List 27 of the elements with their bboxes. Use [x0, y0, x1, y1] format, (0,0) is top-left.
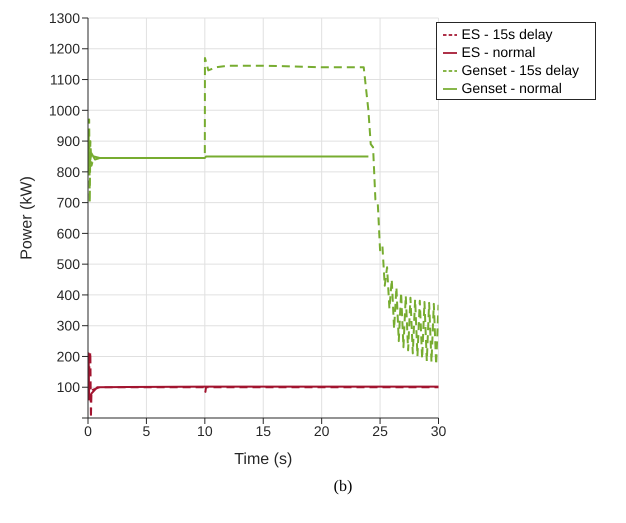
- legend-label: Genset - 15s delay: [461, 62, 579, 78]
- x-tick-label: 15: [255, 422, 272, 439]
- y-tick-label: 1100: [50, 72, 80, 88]
- legend-label: Genset - normal: [461, 80, 562, 96]
- x-tick-label: 25: [372, 422, 388, 439]
- y-tick-label: 500: [56, 256, 80, 272]
- y-tick-label: 700: [56, 194, 80, 211]
- y-tick-label: 300: [56, 318, 80, 334]
- x-tick-label: 0: [84, 422, 92, 439]
- y-axis-title: Power (kW): [18, 176, 36, 260]
- x-tick-label: 10: [197, 422, 213, 439]
- x-tick-label: 30: [430, 422, 446, 439]
- y-tick-label: 1300: [48, 10, 80, 26]
- y-tick-label: 200: [56, 348, 80, 364]
- x-tick-label: 5: [142, 422, 151, 439]
- y-tick-label: 900: [56, 133, 80, 150]
- x-axis-title: Time (s): [234, 451, 292, 468]
- legend-label: ES - normal: [461, 44, 536, 60]
- y-tick-label: 1000: [48, 102, 80, 118]
- x-tick-label: 20: [314, 422, 330, 439]
- text: (b): [332, 478, 354, 496]
- legend-label: ES - 15s delay: [461, 26, 553, 42]
- y-tick-label: 1200: [48, 40, 80, 57]
- y-tick-label: 400: [56, 286, 80, 303]
- y-tick-label: 100: [56, 379, 80, 396]
- y-tick-label: 600: [56, 225, 80, 242]
- y-tick-label: 800: [56, 164, 80, 180]
